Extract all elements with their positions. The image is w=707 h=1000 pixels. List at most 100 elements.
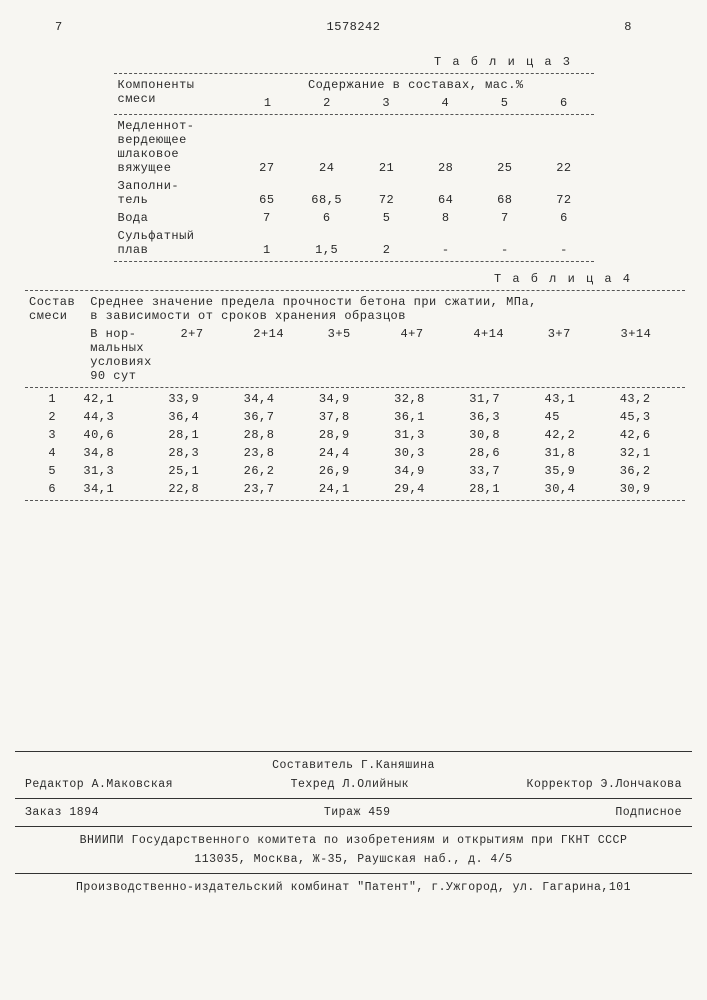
- table4-row-n: 1: [25, 390, 79, 408]
- table4-row-c1: 44,3: [79, 408, 158, 426]
- doc-number: 1578242: [327, 20, 381, 34]
- table3-head-left: Компоненты смеси: [114, 76, 239, 112]
- table4-cell: 34,4: [234, 390, 309, 408]
- table4-cell: 45: [535, 408, 610, 426]
- table4-cell: 32,1: [610, 444, 685, 462]
- table4-cell: 31,7: [459, 390, 534, 408]
- table4-col-6: 3+14: [611, 325, 685, 385]
- table4-col-1: 2+14: [243, 325, 317, 385]
- table3-cell: 27: [237, 117, 296, 177]
- table3-cell: 65: [237, 177, 296, 209]
- table3-cell: 72: [534, 177, 593, 209]
- table4-label: Т а б л и ц а 4: [15, 272, 632, 286]
- table4-row-n: 5: [25, 462, 79, 480]
- footer-org1: ВНИИПИ Государственного комитета по изоб…: [15, 831, 692, 850]
- table3-cell: 25: [475, 117, 534, 177]
- table4-cell: 28,9: [309, 426, 384, 444]
- table4-cell: 28,8: [234, 426, 309, 444]
- table4-cell: 35,9: [535, 462, 610, 480]
- table4-col-3: 4+7: [390, 325, 463, 385]
- table3-cell: 68: [475, 177, 534, 209]
- table3-cell: 8: [416, 209, 475, 227]
- table3-cell: 2: [357, 227, 416, 259]
- table3-col-3: 4: [416, 94, 475, 112]
- table4-head-left: Состав смеси: [25, 293, 86, 385]
- page-num-right: 8: [624, 20, 632, 34]
- table3-row-label: Медленнот- вердеющее шлаковое вяжущее: [114, 117, 238, 177]
- footer-subscr: Подписное: [615, 806, 682, 819]
- table3: Компоненты смеси Содержание в составах, …: [114, 73, 594, 262]
- table4-cell: 24,4: [309, 444, 384, 462]
- table4-row-n: 3: [25, 426, 79, 444]
- table4-cell: 26,9: [309, 462, 384, 480]
- table4-cell: 42,2: [535, 426, 610, 444]
- table4-row-c1: 34,1: [79, 480, 158, 498]
- table3-head-right: Содержание в составах, мас.%: [238, 76, 593, 94]
- table4-cell: 36,1: [384, 408, 459, 426]
- table3-col-0: 1: [238, 94, 297, 112]
- table4-cell: 31,3: [384, 426, 459, 444]
- table4-cell: 43,2: [610, 390, 685, 408]
- table4-cell: 22,8: [158, 480, 233, 498]
- table4-col-2: 3+5: [318, 325, 391, 385]
- table4-col1: В нор- мальных условиях 90 сут: [86, 325, 170, 385]
- table3-cell: 72: [357, 177, 416, 209]
- table4-cell: 33,7: [459, 462, 534, 480]
- footer-corrector: Корректор Э.Лончакова: [527, 778, 682, 791]
- footer-tech: Техред Л.Олийнык: [291, 778, 409, 791]
- table3-cell: 21: [357, 117, 416, 177]
- table3-cell: 22: [534, 117, 593, 177]
- table4-cell: 30,9: [610, 480, 685, 498]
- footer-editor: Редактор А.Маковская: [25, 778, 173, 791]
- table3-cell: 6: [296, 209, 357, 227]
- table4-cell: 24,1: [309, 480, 384, 498]
- table4-cell: 29,4: [384, 480, 459, 498]
- table4-cell: 28,6: [459, 444, 534, 462]
- footer-org2: 113035, Москва, Ж-35, Раушская наб., д. …: [15, 850, 692, 869]
- page-header: 7 1578242 8: [15, 20, 692, 40]
- table3-cell: 7: [237, 209, 296, 227]
- table3-cell: 24: [296, 117, 357, 177]
- footer-order: Заказ 1894: [25, 806, 99, 819]
- table4-cell: 23,8: [234, 444, 309, 462]
- table4-head-right: Среднее значение предела прочности бетон…: [86, 293, 685, 325]
- table4-row-n: 6: [25, 480, 79, 498]
- table4-row-n: 2: [25, 408, 79, 426]
- table4-cell: 32,8: [384, 390, 459, 408]
- table4-cell: 30,3: [384, 444, 459, 462]
- table4-cell: 45,3: [610, 408, 685, 426]
- table4-row-c1: 42,1: [79, 390, 158, 408]
- page-num-left: 7: [55, 20, 63, 34]
- table4-row-c1: 31,3: [79, 462, 158, 480]
- table4-cell: 34,9: [384, 462, 459, 480]
- table4-cell: 42,6: [610, 426, 685, 444]
- table4-cell: 34,9: [309, 390, 384, 408]
- table4-cell: 26,2: [234, 462, 309, 480]
- table4-col-0: 2+7: [170, 325, 243, 385]
- table4-cell: 30,8: [459, 426, 534, 444]
- table3-cell: 1: [237, 227, 296, 259]
- footer-compiler: Составитель Г.Каняшина: [15, 756, 692, 775]
- table4-cell: 36,3: [459, 408, 534, 426]
- table4-cell: 36,2: [610, 462, 685, 480]
- table3-col-4: 5: [475, 94, 534, 112]
- table4-col-4: 4+14: [463, 325, 537, 385]
- table4: Состав смеси Среднее значение предела пр…: [25, 290, 685, 501]
- table3-col-2: 3: [357, 94, 416, 112]
- table3-row-label: Вода: [114, 209, 238, 227]
- table4-cell: 28,3: [158, 444, 233, 462]
- table3-row-label: Сульфатный плав: [114, 227, 238, 259]
- table4-cell: 31,8: [535, 444, 610, 462]
- table4-cell: 28,1: [158, 426, 233, 444]
- table3-col-5: 6: [534, 94, 593, 112]
- footer: Составитель Г.Каняшина Редактор А.Маковс…: [15, 751, 692, 897]
- table3-cell: 68,5: [296, 177, 357, 209]
- table3-cell: 1,5: [296, 227, 357, 259]
- table3-cell: 6: [534, 209, 593, 227]
- table4-cell: 36,7: [234, 408, 309, 426]
- table3-cell: -: [534, 227, 593, 259]
- table3-cell: -: [416, 227, 475, 259]
- table4-cell: 23,7: [234, 480, 309, 498]
- table4-cell: 28,1: [459, 480, 534, 498]
- footer-tirage: Тираж 459: [324, 806, 391, 819]
